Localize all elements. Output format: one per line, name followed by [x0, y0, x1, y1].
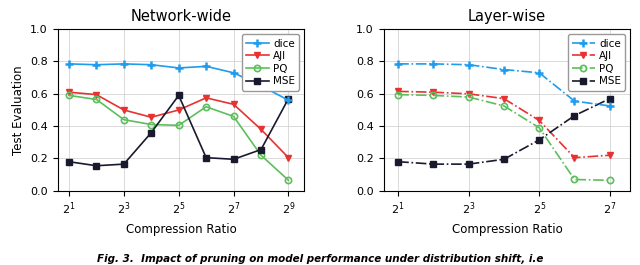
AJI	[202, 96, 210, 99]
Line: AJI: AJI	[395, 88, 613, 161]
Legend: dice, AJI, PQ, MSE: dice, AJI, PQ, MSE	[568, 34, 625, 91]
PQ	[500, 104, 508, 108]
PQ	[285, 179, 292, 182]
PQ	[536, 126, 543, 129]
Line: MSE: MSE	[65, 92, 292, 169]
MSE	[500, 158, 508, 161]
MSE	[394, 160, 402, 163]
Title: Network-wide: Network-wide	[131, 9, 232, 24]
AJI	[606, 154, 614, 157]
AJI	[147, 116, 155, 119]
MSE	[202, 156, 210, 159]
dice	[257, 84, 265, 87]
AJI	[257, 128, 265, 131]
Line: PQ: PQ	[395, 91, 613, 183]
dice	[500, 68, 508, 71]
PQ	[93, 98, 100, 101]
MSE	[429, 162, 437, 166]
Y-axis label: Test Evaluation: Test Evaluation	[12, 65, 24, 155]
dice	[93, 63, 100, 66]
PQ	[230, 115, 237, 118]
dice	[147, 63, 155, 66]
dice	[175, 66, 182, 69]
dice	[120, 62, 128, 65]
MSE	[571, 114, 579, 117]
MSE	[536, 138, 543, 142]
dice	[465, 63, 472, 66]
dice	[429, 62, 437, 65]
PQ	[394, 93, 402, 96]
dice	[202, 65, 210, 68]
PQ	[465, 95, 472, 99]
MSE	[120, 162, 128, 166]
Line: PQ: PQ	[66, 92, 292, 183]
AJI	[230, 103, 237, 106]
AJI	[93, 93, 100, 96]
Line: dice: dice	[394, 60, 614, 110]
dice	[536, 71, 543, 74]
PQ	[202, 105, 210, 108]
AJI	[429, 91, 437, 94]
Title: Layer-wise: Layer-wise	[468, 9, 546, 24]
MSE	[285, 97, 292, 100]
Line: AJI: AJI	[65, 89, 292, 161]
AJI	[65, 91, 73, 94]
MSE	[65, 160, 73, 163]
AJI	[500, 97, 508, 100]
PQ	[606, 179, 614, 182]
AJI	[120, 108, 128, 112]
MSE	[147, 131, 155, 134]
Legend: dice, AJI, PQ, MSE: dice, AJI, PQ, MSE	[242, 34, 300, 91]
AJI	[175, 108, 182, 112]
PQ	[65, 94, 73, 97]
dice	[230, 71, 237, 74]
AJI	[571, 156, 579, 159]
PQ	[571, 178, 579, 181]
PQ	[120, 118, 128, 121]
dice	[285, 99, 292, 102]
dice	[571, 99, 579, 103]
AJI	[536, 119, 543, 122]
dice	[606, 104, 614, 108]
dice	[65, 62, 73, 65]
AJI	[285, 156, 292, 159]
MSE	[257, 148, 265, 151]
Text: Fig. 3.  Impact of pruning on model performance under distribution shift, i.e: Fig. 3. Impact of pruning on model perfo…	[97, 254, 543, 264]
PQ	[257, 154, 265, 157]
PQ	[175, 124, 182, 127]
MSE	[175, 94, 182, 97]
MSE	[230, 158, 237, 161]
MSE	[606, 97, 614, 100]
Line: MSE: MSE	[395, 95, 613, 167]
dice	[394, 62, 402, 65]
X-axis label: Compression Ratio: Compression Ratio	[125, 223, 236, 236]
MSE	[93, 164, 100, 167]
PQ	[147, 123, 155, 126]
Line: dice: dice	[65, 60, 292, 104]
X-axis label: Compression Ratio: Compression Ratio	[452, 223, 563, 236]
AJI	[465, 92, 472, 95]
MSE	[465, 162, 472, 166]
PQ	[429, 94, 437, 97]
AJI	[394, 90, 402, 93]
